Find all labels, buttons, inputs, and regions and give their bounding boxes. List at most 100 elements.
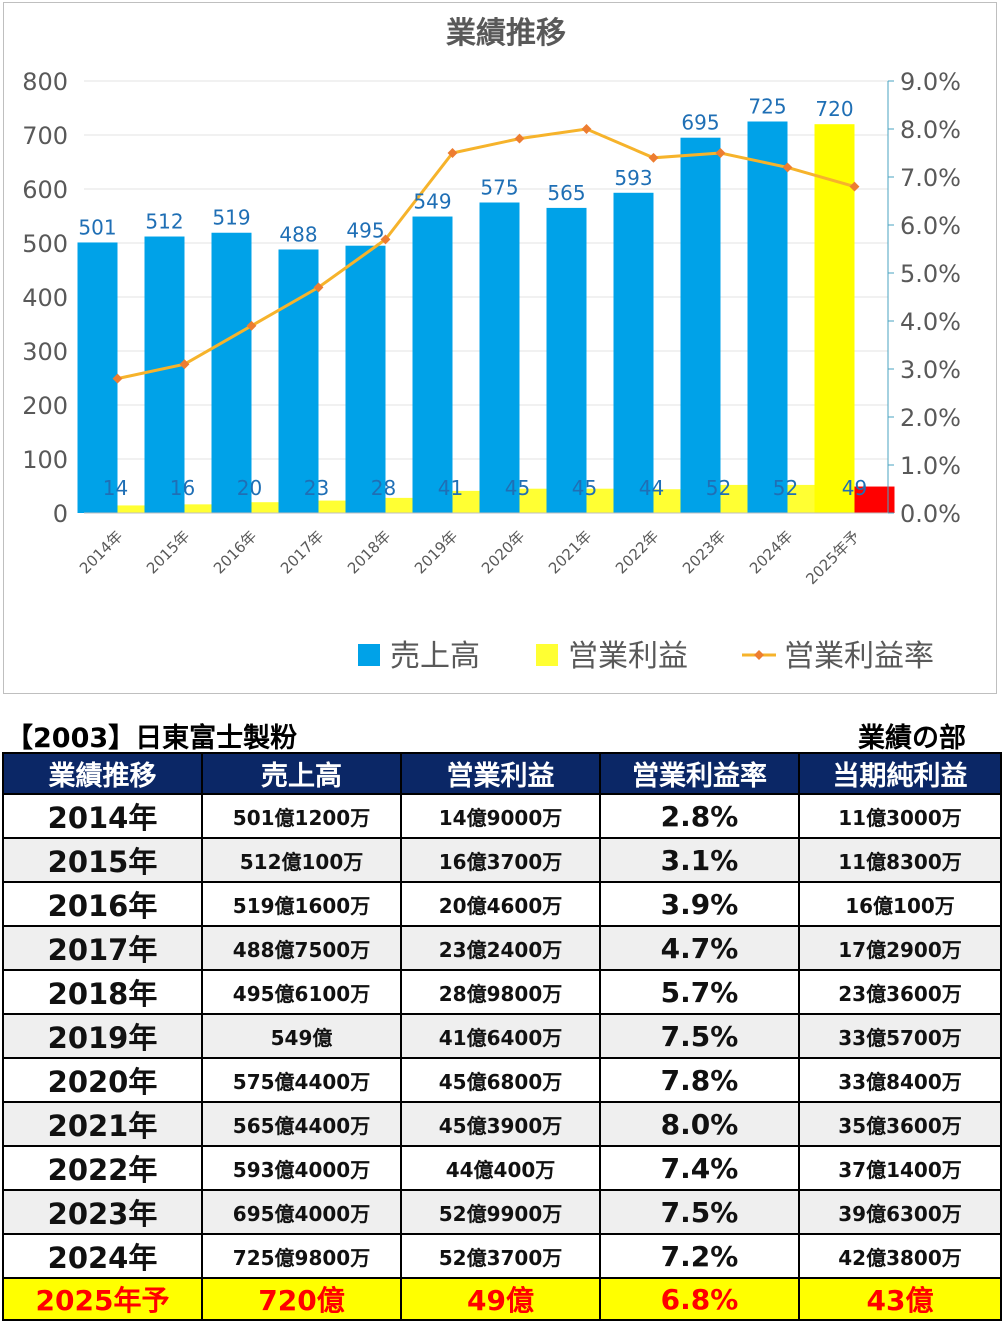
x-axis-tick: 2018年 <box>344 527 394 577</box>
operating-profit-data-label: 14 <box>103 476 128 500</box>
header-operating-margin: 営業利益率 <box>599 752 800 795</box>
right-axis-tick: 0.0% <box>900 500 961 528</box>
left-axis-tick: 800 <box>22 68 68 96</box>
left-axis-tick: 700 <box>22 122 68 150</box>
operating-profit-data-label: 52 <box>773 476 798 500</box>
sales-bar <box>814 124 855 513</box>
sales-data-label: 725 <box>748 95 786 119</box>
performance-chart: 業績推移 501 14 512 16 519 20 488 23 495 28 549 41 575 45… <box>22 16 961 674</box>
cell-sales: 519億1600万 <box>201 881 402 927</box>
x-axis-tick: 2020年 <box>478 527 528 577</box>
right-axis-tick: 9.0% <box>900 68 961 96</box>
cell-period: 2021年 <box>2 1101 203 1147</box>
header-period: 業績推移 <box>2 752 203 795</box>
cell-operating-profit: 41億6400万 <box>400 1013 601 1059</box>
table-row: 2019年 549億 41億6400万 7.5% 33億5700万 <box>2 1013 1002 1059</box>
cell-period: 2016年 <box>2 881 203 927</box>
operating-margin-line <box>117 127 855 381</box>
table-row: 2014年 501億1200万 14億9000万 2.8% 11億3000万 <box>2 793 1002 839</box>
cell-net-income: 33億8400万 <box>798 1057 1002 1103</box>
left-axis-tick: 0 <box>53 500 68 528</box>
cell-operating-margin: 7.8% <box>599 1057 800 1103</box>
cell-operating-profit: 45億6800万 <box>400 1057 601 1103</box>
forecast-cell-operating-profit: 49億 <box>400 1277 601 1321</box>
cell-period: 2023年 <box>2 1189 203 1235</box>
right-axis-tick: 1.0% <box>900 452 961 480</box>
cell-operating-profit: 16億3700万 <box>400 837 601 883</box>
operating-margin-point <box>581 124 592 134</box>
cell-operating-profit: 28億9800万 <box>400 969 601 1015</box>
left-axis-tick: 400 <box>22 284 68 312</box>
chart-title: 業績推移 <box>446 16 566 51</box>
cell-operating-profit: 20億4600万 <box>400 881 601 927</box>
sales-data-label: 495 <box>346 219 384 243</box>
operating-margin-point <box>179 359 190 370</box>
sales-bar <box>479 202 520 513</box>
left-axis-tick: 300 <box>22 338 68 366</box>
sales-bar <box>613 192 654 513</box>
cell-sales: 501億1200万 <box>201 793 402 839</box>
forecast-row: 2025年予 720億 49億 6.8% 43億 <box>2 1277 1002 1321</box>
sales-data-label: 575 <box>480 176 518 200</box>
operating-margin-point <box>715 148 726 158</box>
legend-swatch-sales <box>358 644 380 666</box>
left-axis-tick: 500 <box>22 230 68 258</box>
sales-data-label: 695 <box>681 111 719 135</box>
cell-operating-profit: 52億9900万 <box>400 1189 601 1235</box>
operating-profit-data-label: 45 <box>572 476 597 500</box>
table-header-row: 業績推移 売上高 営業利益 営業利益率 当期純利益 <box>2 752 1002 795</box>
table-row: 2020年 575億4400万 45億6800万 7.8% 33億8400万 <box>2 1057 1002 1103</box>
operating-margin-point <box>782 162 793 173</box>
sales-data-label: 565 <box>547 181 585 205</box>
sales-data-label: 488 <box>279 222 317 246</box>
x-axis-tick: 2023年 <box>679 527 729 577</box>
table-row: 2022年 593億4000万 44億400万 7.4% 37億1400万 <box>2 1145 1002 1191</box>
forecast-cell-sales: 720億 <box>201 1277 402 1321</box>
cell-sales: 488億7500万 <box>201 925 402 971</box>
table-row: 2023年 695億4000万 52億9900万 7.5% 39億6300万 <box>2 1189 1002 1235</box>
cell-operating-margin: 5.7% <box>599 969 800 1015</box>
cell-sales: 565億4400万 <box>201 1101 402 1147</box>
operating-profit-data-label: 28 <box>371 476 396 500</box>
sales-data-label: 519 <box>212 206 250 230</box>
cell-sales: 549億 <box>201 1013 402 1059</box>
x-axis-tick: 2019年 <box>411 527 461 577</box>
operating-margin-point <box>380 234 391 245</box>
operating-margin-point <box>648 152 659 163</box>
cell-net-income: 33億5700万 <box>798 1013 1002 1059</box>
left-axis-tick: 600 <box>22 176 68 204</box>
right-axis-tick: 3.0% <box>900 356 961 384</box>
section-title: 業績の部 <box>858 723 966 754</box>
legend-label-operating-margin: 営業利益率 <box>784 639 934 674</box>
operating-profit-bar <box>117 505 158 513</box>
sales-data-label: 501 <box>78 215 116 239</box>
cell-period: 2020年 <box>2 1057 203 1103</box>
table-row: 2021年 565億4400万 45億3900万 8.0% 35億3600万 <box>2 1101 1002 1147</box>
cell-operating-profit: 23億2400万 <box>400 925 601 971</box>
x-axis-tick: 2016年 <box>210 527 260 577</box>
cell-net-income: 35億3600万 <box>798 1101 1002 1147</box>
cell-sales: 593億4000万 <box>201 1145 402 1191</box>
header-net-income: 当期純利益 <box>798 752 1002 795</box>
cell-sales: 512億100万 <box>201 837 402 883</box>
legend-label-operating-profit: 営業利益 <box>568 639 688 674</box>
company-title: 【2003】日東富士製粉 <box>6 723 298 754</box>
sales-bar <box>546 207 587 513</box>
table-row: 2015年 512億100万 16億3700万 3.1% 11億8300万 <box>2 837 1002 883</box>
x-axis-tick: 2024年 <box>746 527 796 577</box>
operating-profit-bar <box>184 504 225 513</box>
operating-margin-point <box>849 181 860 192</box>
table-row: 2017年 488億7500万 23億2400万 4.7% 17億2900万 <box>2 925 1002 971</box>
cell-operating-margin: 2.8% <box>599 793 800 839</box>
cell-operating-margin: 3.9% <box>599 881 800 927</box>
right-axis-tick: 2.0% <box>900 404 961 432</box>
cell-net-income: 11億8300万 <box>798 837 1002 883</box>
cell-operating-margin: 4.7% <box>599 925 800 971</box>
performance-table: 業績推移 売上高 営業利益 営業利益率 当期純利益 2014年 501億1200万… <box>2 752 1002 1321</box>
operating-profit-data-label: 20 <box>237 476 262 500</box>
cell-operating-profit: 45億3900万 <box>400 1101 601 1147</box>
cell-operating-margin: 7.4% <box>599 1145 800 1191</box>
operating-profit-data-label: 23 <box>304 476 329 500</box>
cell-net-income: 37億1400万 <box>798 1145 1002 1191</box>
operating-profit-data-label: 44 <box>639 476 664 500</box>
